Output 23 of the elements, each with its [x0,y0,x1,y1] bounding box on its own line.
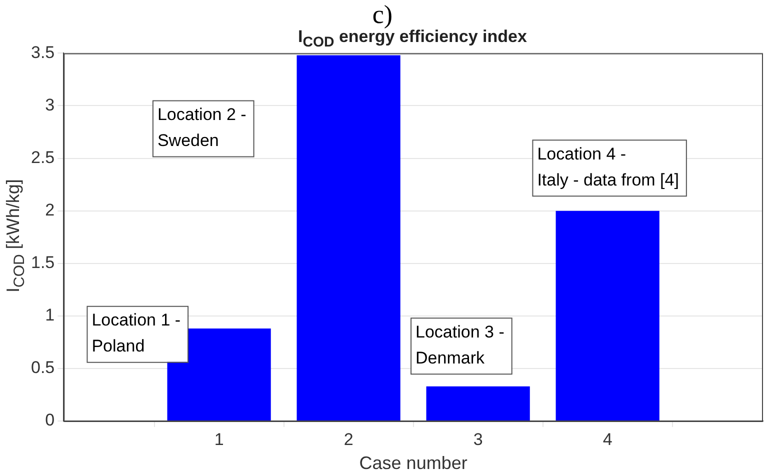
y-tick-label: 2.5 [30,148,55,167]
y-tick-label: 2 [45,200,55,220]
annotation: Location 2 - Sweden [157,104,246,150]
y-tick-label: 3.5 [30,42,55,62]
chart-title: c) [372,0,393,29]
annotation: Location 1 - Poland [92,310,181,356]
y-tick-label: 0.5 [30,358,55,378]
bar [426,386,530,420]
x-tick-label: 1 [214,430,224,449]
y-tick-label: 3 [45,95,55,114]
bar [556,210,660,420]
annotation: Location 4 - Italy - data from [4] [537,144,679,190]
y-tick-label: 1.5 [30,253,55,272]
chart-subtitle: I$_{COD}$ energy efficiency index [297,27,528,52]
y-tick-label: 1 [45,306,55,325]
bar [296,55,400,420]
bar [167,328,271,420]
x-axis-title: Case number [359,453,468,474]
y-tick-label: 0 [45,410,55,430]
x-tick-label: 3 [473,430,483,449]
x-tick-label: 2 [344,430,354,449]
annotation: Location 3 - Denmark [416,322,504,368]
x-tick-label: 4 [602,430,612,449]
